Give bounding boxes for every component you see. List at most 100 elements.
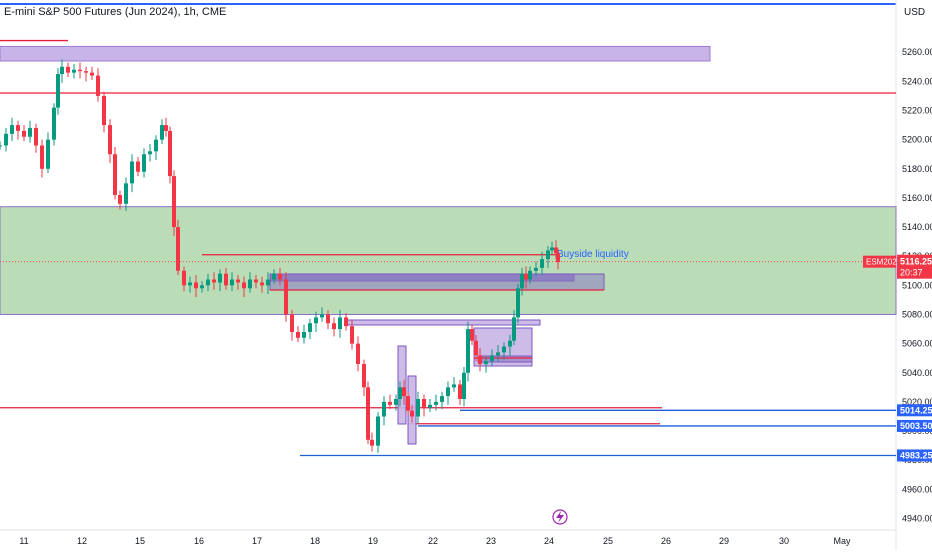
candle-body	[102, 95, 106, 126]
x-tick-label: 19	[368, 536, 378, 546]
level-tag: 5003.50	[900, 421, 932, 431]
y-tick-label: 5060.00	[902, 339, 932, 349]
y-tick-label: 5240.00	[902, 76, 932, 86]
y-tick-label: 5140.00	[902, 222, 932, 232]
candle-body	[46, 139, 50, 169]
level-tag-bg	[897, 404, 932, 417]
candle-body	[338, 317, 342, 330]
candle-body	[290, 314, 294, 332]
candle-body	[284, 279, 288, 315]
drawn-box	[345, 319, 541, 326]
candle-body	[308, 323, 312, 332]
candle-body	[124, 183, 128, 204]
y-tick-label: 5040.00	[902, 368, 932, 378]
candle-body	[160, 125, 164, 140]
candle-body	[148, 151, 152, 155]
candle-body	[172, 176, 176, 228]
candle-body	[52, 107, 56, 140]
candle-body	[344, 317, 348, 327]
last-price-tag-bg	[897, 254, 932, 279]
countdown-tag: 20:37	[900, 268, 923, 278]
drawn-box	[269, 273, 605, 291]
candles-layer	[0, 59, 560, 453]
candle-body	[370, 439, 374, 446]
candle-body	[84, 71, 88, 73]
y-tick-label: 5160.00	[902, 193, 932, 203]
candle-body	[136, 161, 140, 172]
candle-body	[540, 259, 544, 268]
candle-body	[266, 279, 270, 286]
y-tick-label: 4960.00	[902, 484, 932, 494]
zone-green	[0, 206, 897, 316]
candle-body	[394, 399, 398, 405]
y-tick-label: 5200.00	[902, 135, 932, 145]
candle-body	[320, 314, 324, 318]
candle-body	[113, 154, 117, 196]
x-tick-label: 22	[428, 536, 438, 546]
symbol-tag: ESM2024	[866, 258, 902, 267]
candle-body	[272, 273, 276, 280]
candle-body	[466, 329, 470, 373]
candle-body	[278, 273, 282, 280]
y-tick-label: 5100.00	[902, 280, 932, 290]
level-tag-bg	[897, 449, 932, 462]
candle-body	[224, 273, 228, 286]
x-tick-label: 30	[779, 536, 789, 546]
lightning-icon[interactable]	[552, 509, 568, 525]
x-tick-label: 26	[661, 536, 671, 546]
candle-body	[398, 387, 402, 400]
candle-body	[350, 326, 354, 344]
x-tick-label: 16	[194, 536, 204, 546]
candle-body	[434, 401, 438, 405]
y-tick-label: 5180.00	[902, 164, 932, 174]
candle-body	[34, 128, 38, 146]
x-tick-label: 17	[252, 536, 262, 546]
candle-body	[388, 401, 392, 405]
candle-body	[206, 279, 210, 286]
candle-body	[458, 384, 462, 400]
candle-body	[496, 352, 500, 356]
candle-body	[176, 227, 180, 271]
candle-body	[22, 130, 26, 137]
y-tick-label: 5020.00	[902, 397, 932, 407]
symbol-tag-bg	[863, 255, 896, 268]
candle-body	[478, 355, 482, 365]
x-tick-label: 24	[544, 536, 554, 546]
candle-body	[60, 66, 64, 75]
candle-body	[248, 279, 252, 289]
y-tick-label: 5080.00	[902, 310, 932, 320]
candle-body	[356, 343, 360, 365]
candle-body	[452, 384, 456, 388]
horizontal-lines-layer	[0, 39, 896, 457]
candle-body	[416, 399, 420, 417]
x-tick-label: 18	[310, 536, 320, 546]
candle-body	[72, 69, 76, 73]
candle-body	[182, 270, 186, 286]
x-tick-label: 29	[719, 536, 729, 546]
candle-body	[546, 250, 550, 260]
candle-body	[164, 125, 168, 131]
candle-body	[520, 273, 524, 289]
candle-body	[260, 282, 264, 286]
time-axis[interactable]: 11 12 15 16 17 18 19 22 23 24 25 26 29 30 May	[19, 536, 851, 546]
candle-body	[550, 247, 554, 251]
chart-title: E-mini S&P 500 Futures (Jun 2024), 1h, C…	[4, 6, 227, 18]
candle-body	[326, 314, 330, 324]
x-tick-label: 25	[603, 536, 613, 546]
drawn-box	[397, 345, 407, 425]
x-tick-label: May	[833, 536, 851, 546]
candle-body	[484, 361, 488, 365]
candle-body	[236, 279, 240, 283]
candle-body	[302, 331, 306, 338]
candle-body	[296, 331, 300, 338]
last-price-tag: 5116.25	[900, 257, 932, 267]
candle-body	[154, 139, 158, 152]
candle-body	[40, 145, 44, 169]
candle-body	[188, 282, 192, 286]
candle-body	[28, 128, 32, 137]
candle-body	[554, 247, 558, 254]
candle-body	[56, 74, 60, 108]
level-tag: 5014.25	[900, 405, 932, 415]
